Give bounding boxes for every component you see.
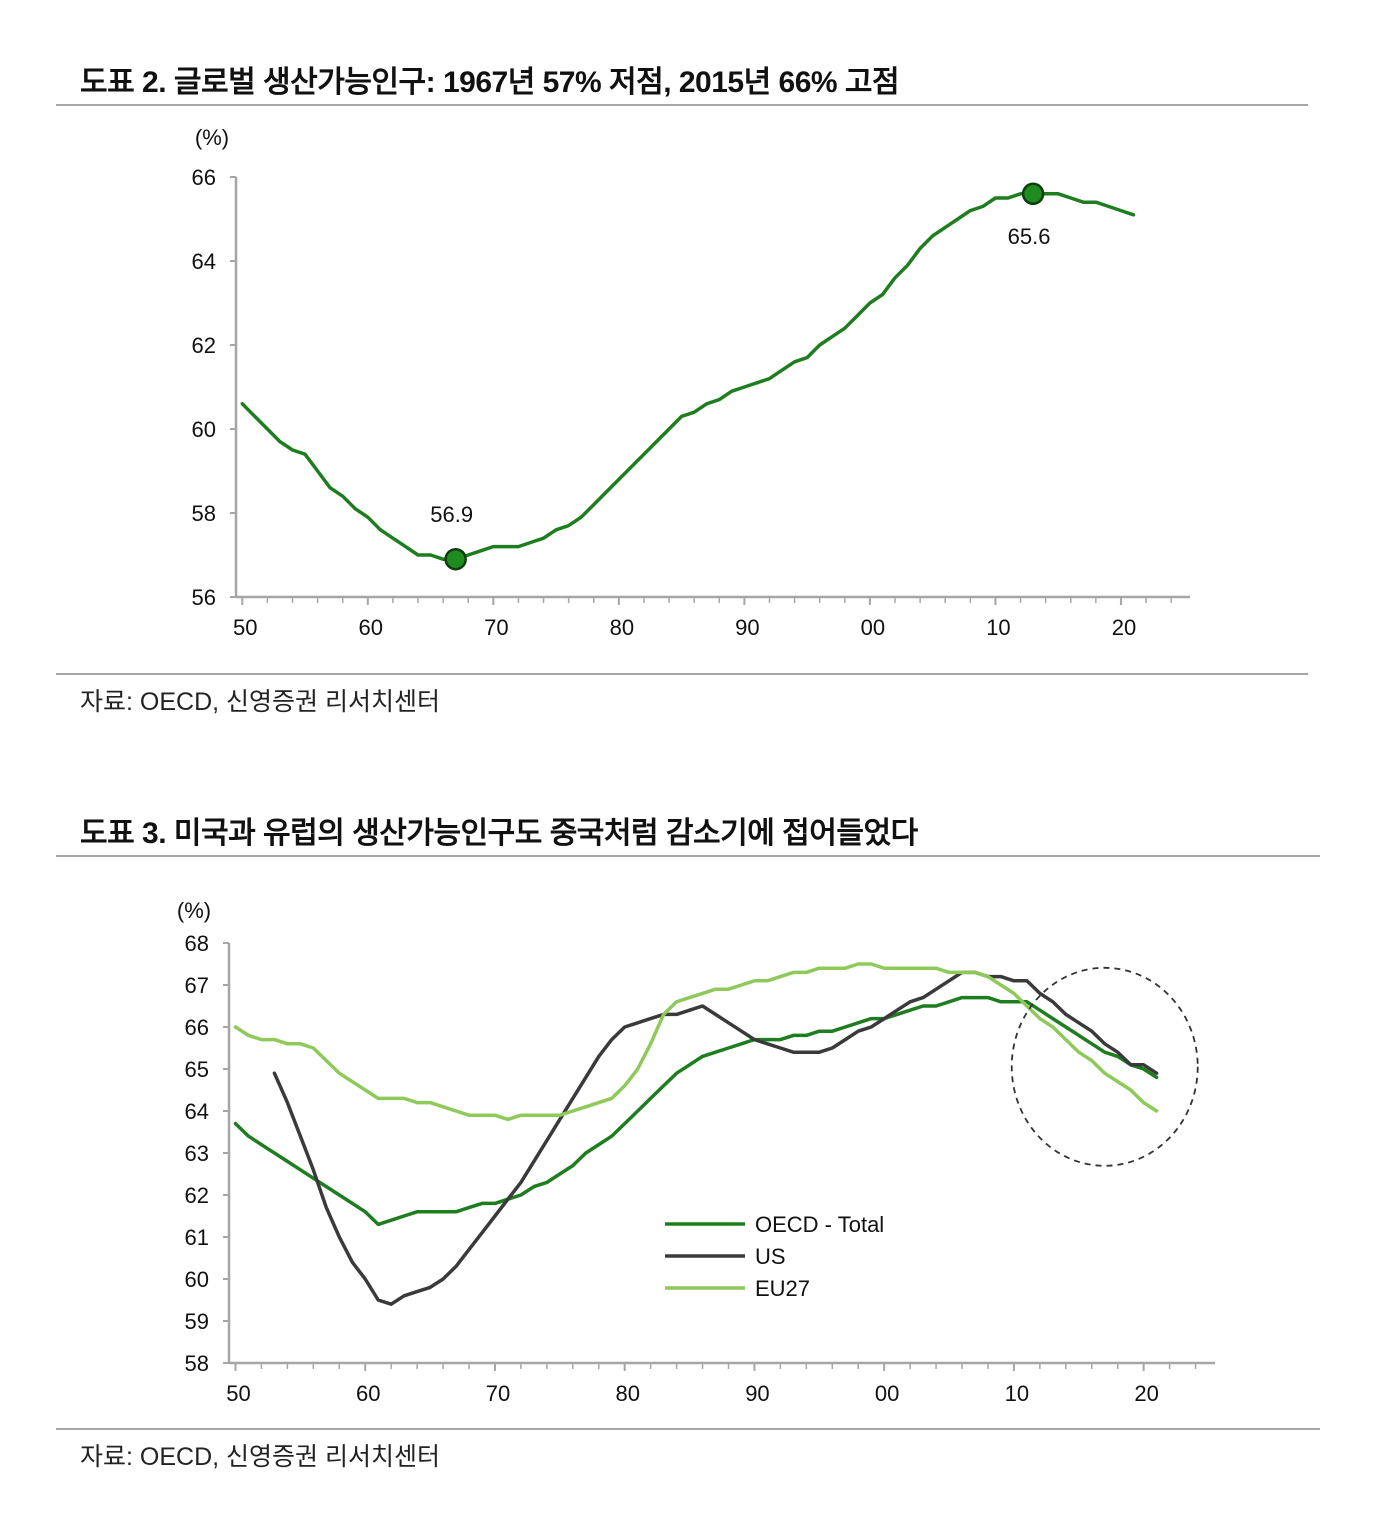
figure3-axes: 68 67 66 65 64 63 62 61 60 59 58 (%) 50 60 70 80 90 00 10 2… xyxy=(177,898,1215,1406)
fig2-x-tick-label: 50 xyxy=(233,615,257,640)
figure2-title-rule xyxy=(56,104,1308,106)
figure2-source: 자료: OECD, 신영증권 리서치센터 xyxy=(80,688,440,716)
figure2-annotations: 56.9 65.6 xyxy=(430,182,1051,571)
fig2-x-tick-label: 70 xyxy=(484,615,508,640)
fig2-x-tick-label: 20 xyxy=(1112,615,1136,640)
fig2-y-tick-label: 56 xyxy=(192,585,216,610)
fig3-y-tick-label: 65 xyxy=(185,1057,209,1082)
fig2-x-tick-label: 00 xyxy=(861,615,885,640)
figure3-bottom-rule xyxy=(56,1428,1320,1430)
fig2-y-tick-label: 62 xyxy=(192,333,216,358)
fig3-x-tick-label: 20 xyxy=(1134,1381,1158,1406)
fig2-y-unit-label: (%) xyxy=(195,125,229,150)
fig3-legend-label: EU27 xyxy=(755,1276,810,1301)
fig3-y-tick-label: 68 xyxy=(185,931,209,956)
figure3-overlay: OECD - Total US EU27 xyxy=(665,966,1199,1301)
fig2-annotation-label: 56.9 xyxy=(430,502,473,527)
fig3-series-eu27 xyxy=(233,962,1159,1122)
figure2-axes: 66 64 62 60 58 56 (%) 50 60 70 80 90 00 10 20 xyxy=(192,125,1190,640)
fig3-y-tick-label: 61 xyxy=(185,1225,209,1250)
fig3-y-tick-label: 59 xyxy=(185,1309,209,1334)
figure3-chart: 68 67 66 65 64 63 62 61 60 59 58 (%) 50 60 70 80 90 00 10 2… xyxy=(177,898,1215,1406)
figure2-series xyxy=(240,192,1136,561)
fig3-y-tick-label: 60 xyxy=(185,1267,209,1292)
fig3-x-tick-label: 60 xyxy=(356,1381,380,1406)
fig2-x-tick-label: 90 xyxy=(735,615,759,640)
fig3-x-tick-label: 00 xyxy=(875,1381,899,1406)
figure2-title: 도표 2. 글로벌 생산가능인구: 1967년 57% 저점, 2015년 66… xyxy=(80,66,900,99)
figure2-bottom-rule xyxy=(56,673,1308,675)
fig3-y-tick-label: 67 xyxy=(185,973,209,998)
figure3-title: 도표 3. 미국과 유럽의 생산가능인구도 중국처럼 감소기에 접어들었다 xyxy=(80,817,918,850)
fig3-x-tick-label: 10 xyxy=(1005,1381,1029,1406)
fig3-y-tick-label: 63 xyxy=(185,1141,209,1166)
fig2-x-tick-label: 10 xyxy=(986,615,1010,640)
fig3-y-tick-label: 64 xyxy=(185,1099,209,1124)
fig3-y-tick-label: 62 xyxy=(185,1183,209,1208)
figure3-series xyxy=(233,962,1159,1306)
fig3-series-oecd-total xyxy=(233,995,1159,1227)
fig3-x-tick-label: 70 xyxy=(486,1381,510,1406)
fig3-x-tick-label: 80 xyxy=(615,1381,639,1406)
fig2-y-tick-label: 64 xyxy=(192,249,216,274)
fig2-x-tick-label: 60 xyxy=(359,615,383,640)
fig3-y-tick-label: 58 xyxy=(185,1351,209,1376)
fig2-y-tick-label: 58 xyxy=(192,501,216,526)
fig3-series-us xyxy=(272,970,1159,1306)
figure3-title-rule xyxy=(56,855,1320,857)
fig3-legend-label: US xyxy=(755,1244,786,1269)
figure3-source: 자료: OECD, 신영증권 리서치센터 xyxy=(80,1443,440,1471)
fig3-y-unit-label: (%) xyxy=(177,898,211,923)
fig2-annotation-marker xyxy=(444,547,467,571)
fig2-series-world-working-age-population-share xyxy=(240,192,1136,561)
fig3-x-tick-label: 90 xyxy=(745,1381,769,1406)
fig3-legend-label: OECD - Total xyxy=(755,1212,884,1237)
figure2-chart: 66 64 62 60 58 56 (%) 50 60 70 80 90 00 10 20 56.9 65.6 xyxy=(192,125,1190,640)
fig2-annotation-marker xyxy=(1021,182,1045,206)
fig2-y-tick-label: 66 xyxy=(192,165,216,190)
fig3-highlight-circle xyxy=(1010,966,1199,1167)
fig3-x-tick-label: 50 xyxy=(226,1381,250,1406)
fig3-legend: OECD - Total US EU27 xyxy=(665,1212,884,1301)
fig2-x-tick-label: 80 xyxy=(610,615,634,640)
fig2-y-tick-label: 60 xyxy=(192,417,216,442)
fig2-annotation-label: 65.6 xyxy=(1008,224,1051,249)
fig3-y-tick-label: 66 xyxy=(185,1015,209,1040)
